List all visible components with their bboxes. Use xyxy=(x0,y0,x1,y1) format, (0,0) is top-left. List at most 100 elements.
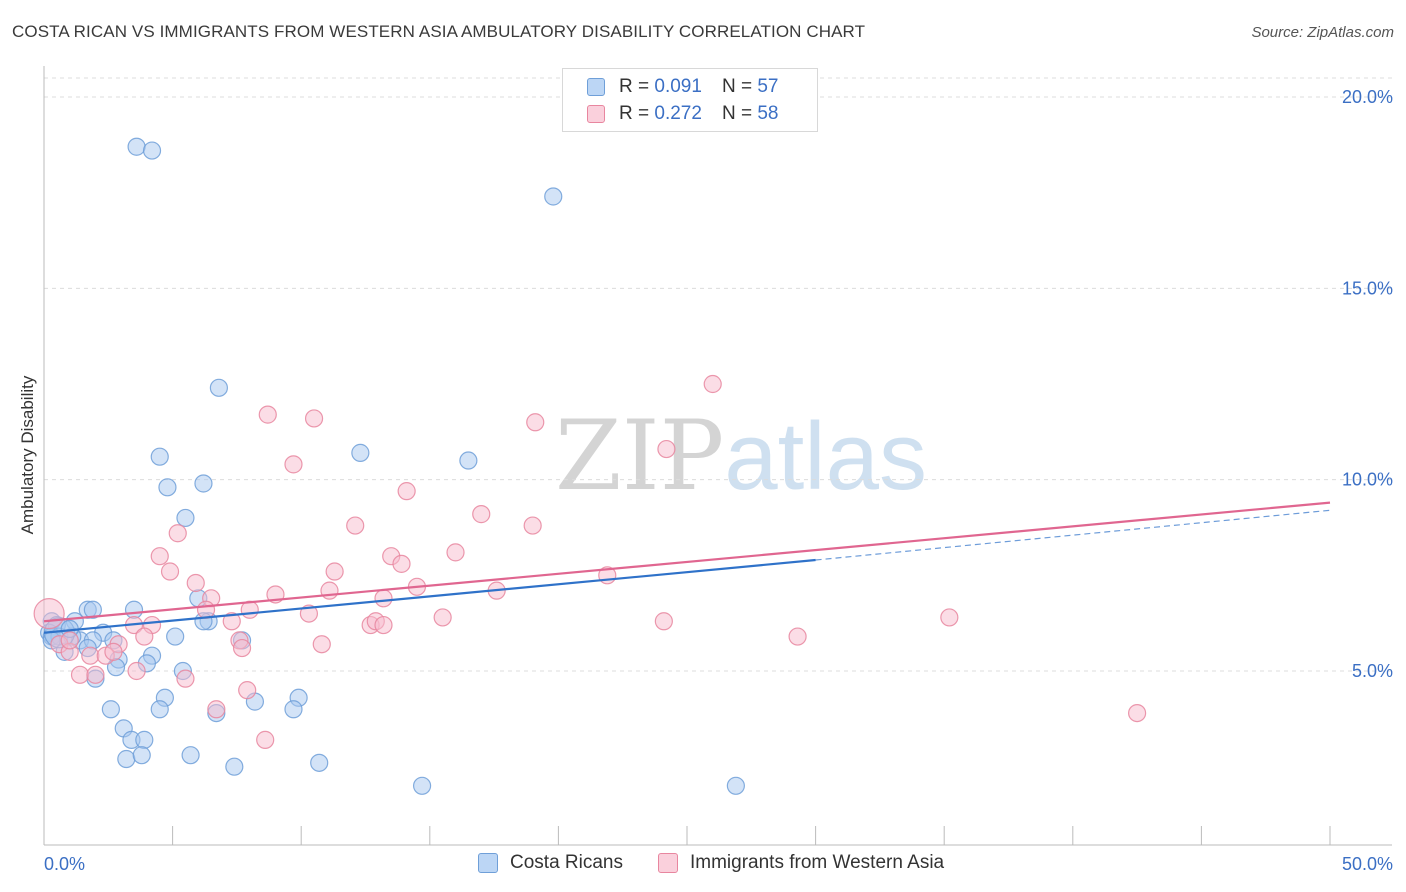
costa-rican-point xyxy=(150,700,169,719)
series-legend: Costa Ricans Immigrants from Western Asi… xyxy=(0,852,1406,878)
western-asia-point xyxy=(196,600,216,619)
costa-rican-point xyxy=(150,447,169,466)
y-tick-label: 5.0% xyxy=(1352,661,1393,681)
western-asia-point xyxy=(526,413,545,432)
western-asia-point xyxy=(523,516,542,535)
legend-n-label: N = xyxy=(721,76,753,97)
western-asia-point xyxy=(81,646,100,665)
western-asia-point xyxy=(186,573,205,593)
western-asia-point xyxy=(397,482,416,501)
western-asia-point xyxy=(33,597,65,630)
western-asia-point xyxy=(654,612,673,631)
costa-rican-point xyxy=(284,700,303,719)
costa-rican-point xyxy=(135,730,154,749)
western-asia-point xyxy=(703,374,722,394)
western-asia-point xyxy=(392,554,411,573)
costa-rican-point xyxy=(726,776,745,795)
source-credit: Source: ZipAtlas.com xyxy=(1251,24,1394,41)
costa-rican-point xyxy=(142,141,162,160)
western-asia-point xyxy=(168,524,187,543)
costa-rican-point xyxy=(83,600,102,619)
western-asia-point xyxy=(788,627,807,646)
costa-rican-point xyxy=(459,451,478,470)
costa-rican-point xyxy=(412,776,432,795)
western-asia-point xyxy=(86,665,105,684)
western-asia-point xyxy=(304,409,324,428)
western-asia-point xyxy=(346,516,365,535)
y-tick-label: 10.0% xyxy=(1342,470,1393,490)
costa-rican-point xyxy=(117,749,136,769)
western-asia-point xyxy=(374,615,393,635)
western-asia-point xyxy=(320,581,339,600)
y-tick-label: 15.0% xyxy=(1342,278,1393,298)
costa-rican-point xyxy=(101,700,120,719)
western-asia-point xyxy=(60,631,79,650)
western-asia-point xyxy=(940,608,959,627)
costa-rican-point xyxy=(124,600,144,619)
watermark: ZIPatlas xyxy=(555,400,927,512)
western-asia-point xyxy=(176,669,195,688)
series-legend-costa-ricans: Costa Ricans xyxy=(478,852,623,874)
western-asia-point xyxy=(222,612,241,631)
y-tick-label: 20.0% xyxy=(1342,87,1393,107)
legend-r-value: 0.272 xyxy=(654,103,702,124)
x-tick-label: 0.0% xyxy=(44,854,85,874)
watermark-atlas: atlas xyxy=(724,403,927,510)
western-asia-point xyxy=(258,405,277,424)
western-asia-point xyxy=(70,665,90,684)
legend-n-value: 58 xyxy=(757,103,779,124)
western-asia-point xyxy=(1127,703,1147,723)
costa-rican-point xyxy=(225,757,244,776)
costa-rican-point xyxy=(544,187,563,206)
watermark-zip: ZIP xyxy=(555,400,725,512)
western-asia-point xyxy=(104,642,123,661)
western-asia-point xyxy=(374,589,393,608)
x-tick-label: 50.0% xyxy=(1342,854,1393,874)
correlation-legend: R = 0.091 N = 57 R = 0.272 N = 58 xyxy=(562,68,818,132)
western-asia-point xyxy=(160,562,180,581)
western-asia-point xyxy=(312,635,331,654)
western-asia-point xyxy=(433,608,452,627)
legend-swatch-blue xyxy=(587,78,605,96)
series-label-costa-ricans: Costa Ricans xyxy=(510,852,623,873)
costa-rican-point xyxy=(351,443,370,462)
western-asia-point xyxy=(325,562,344,581)
western-asia-point xyxy=(472,505,491,524)
western-asia-point xyxy=(299,604,319,623)
western-asia-point xyxy=(232,638,252,658)
series-legend-western-asia: Immigrants from Western Asia xyxy=(658,852,944,874)
chart-title: COSTA RICAN VS IMMIGRANTS FROM WESTERN A… xyxy=(12,22,866,41)
legend-row-western-asia: R = 0.272 N = 58 xyxy=(587,102,778,126)
legend-swatch-pink xyxy=(587,105,605,123)
costa-rican-point xyxy=(176,508,195,528)
costa-rican-trendline-extension xyxy=(815,509,1331,561)
legend-r-label: R = xyxy=(619,76,650,97)
western-asia-point xyxy=(284,455,303,474)
legend-r-label: R = xyxy=(619,103,650,124)
western-asia-point xyxy=(238,681,257,700)
western-asia-point xyxy=(446,543,465,562)
legend-row-costa-ricans: R = 0.091 N = 57 xyxy=(587,75,778,99)
western-asia-point xyxy=(256,730,275,749)
series-swatch-pink xyxy=(658,853,678,873)
western-asia-point xyxy=(207,700,226,719)
costa-rican-point xyxy=(132,746,151,765)
costa-rican-point xyxy=(158,478,177,497)
costa-rican-point xyxy=(166,627,185,646)
western-asia-point xyxy=(127,661,146,681)
western-asia-trendline xyxy=(43,501,1331,623)
legend-n-label: N = xyxy=(721,103,753,124)
series-label-western-asia: Immigrants from Western Asia xyxy=(690,852,945,873)
legend-n-value: 57 xyxy=(757,76,779,97)
costa-rican-point xyxy=(194,474,213,493)
costa-rican-point xyxy=(181,746,200,765)
legend-r-value: 0.091 xyxy=(654,76,702,97)
western-asia-point xyxy=(657,439,676,459)
costa-rican-point xyxy=(310,753,329,772)
costa-rican-trendline xyxy=(43,558,816,634)
western-asia-point xyxy=(150,547,169,566)
series-swatch-blue xyxy=(478,853,498,873)
western-asia-point xyxy=(135,627,154,646)
costa-rican-point xyxy=(127,137,146,156)
